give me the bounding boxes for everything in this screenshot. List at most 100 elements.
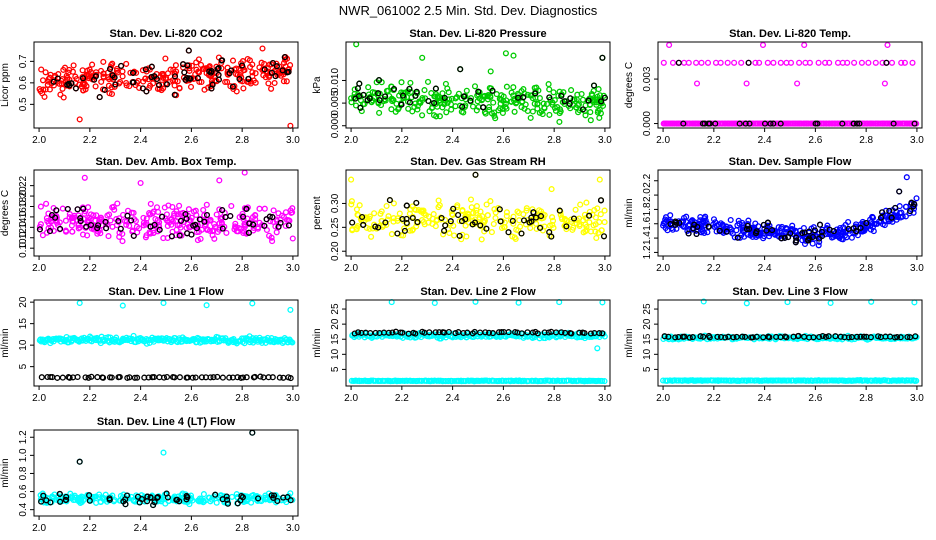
data-point <box>700 333 707 340</box>
data-point-highlight <box>138 496 145 503</box>
data-point-highlight <box>413 199 420 206</box>
y-axis-label: ml/min <box>0 458 11 487</box>
data-point-highlight <box>438 214 445 222</box>
data-point-highlight <box>50 78 57 85</box>
data-point-highlight <box>475 88 482 95</box>
data-point-highlight <box>567 95 574 102</box>
data-point <box>419 95 426 102</box>
data-point-highlight <box>777 120 784 127</box>
data-point-highlight <box>375 77 383 84</box>
data-point <box>36 86 43 93</box>
x-tick-label: 2.4 <box>446 263 460 274</box>
data-point <box>140 214 147 221</box>
x-tick-label: 2.0 <box>32 135 46 146</box>
data-point <box>216 494 223 501</box>
data-point <box>136 84 143 91</box>
data-point <box>105 82 112 89</box>
data-point <box>759 41 767 49</box>
data-point <box>131 374 138 381</box>
data-point <box>577 201 584 208</box>
data-point <box>216 177 223 184</box>
data-point-highlight <box>261 66 268 73</box>
data-point-highlight <box>911 120 918 127</box>
data-point <box>903 174 910 181</box>
data-point-highlight <box>414 219 421 226</box>
data-point <box>778 223 785 230</box>
data-point <box>596 219 603 226</box>
data-point-highlight <box>399 215 406 223</box>
data-point-highlight <box>767 120 774 127</box>
data-point <box>901 59 908 66</box>
data-point <box>455 90 462 97</box>
data-point <box>471 83 479 90</box>
data-point-highlight <box>406 99 413 106</box>
data-point <box>573 96 580 103</box>
data-point <box>270 207 277 214</box>
data-point <box>561 215 568 222</box>
panel-title: Stan. Dev. Line 2 Flow <box>420 286 536 298</box>
data-point <box>681 333 688 340</box>
data-point <box>87 215 94 223</box>
data-point-highlight <box>532 90 539 97</box>
data-point-highlight <box>556 207 563 214</box>
data-point-highlight <box>456 232 463 239</box>
data-point-highlight <box>156 226 163 233</box>
data-point <box>576 222 583 230</box>
data-point <box>410 377 417 384</box>
data-point-highlight <box>883 59 890 66</box>
data-point <box>489 330 496 337</box>
data-point <box>287 375 294 382</box>
data-point-highlight <box>907 208 914 215</box>
data-point-highlight <box>285 222 292 229</box>
data-point-highlight <box>382 219 389 226</box>
data-point <box>388 106 395 113</box>
data-point <box>119 302 126 309</box>
data-point <box>154 217 161 224</box>
data-point <box>81 174 88 181</box>
data-point <box>599 299 606 306</box>
data-point <box>712 219 719 226</box>
data-point <box>722 334 729 341</box>
data-point <box>409 203 416 210</box>
data-point-highlight <box>36 226 43 233</box>
data-point-highlight <box>570 215 578 222</box>
data-point <box>697 333 704 340</box>
data-point <box>869 213 876 221</box>
data-point <box>69 228 76 235</box>
data-point-highlight <box>57 225 64 232</box>
x-tick-label: 2.6 <box>808 263 822 274</box>
x-tick-label: 2.2 <box>395 263 409 274</box>
data-point <box>851 59 858 66</box>
data-point <box>226 374 233 381</box>
data-point <box>888 59 896 66</box>
data-points <box>660 41 920 127</box>
panel-title: Stan. Dev. Li-820 CO2 <box>110 28 223 40</box>
y-tick-label: 0.8 <box>18 466 29 480</box>
data-point-highlight <box>690 225 697 232</box>
data-point <box>385 213 392 220</box>
data-point-highlight <box>676 219 683 226</box>
data-point <box>822 333 829 340</box>
data-point-highlight <box>585 97 592 104</box>
data-point <box>596 114 603 121</box>
data-point <box>269 374 276 381</box>
data-point <box>743 80 750 87</box>
data-point <box>385 329 392 336</box>
x-tick-label: 2.6 <box>808 135 822 146</box>
data-point-highlight <box>177 217 185 224</box>
data-point <box>88 373 95 380</box>
x-tick-label: 2.8 <box>859 393 873 404</box>
data-point <box>390 200 397 207</box>
data-point <box>116 80 123 87</box>
data-point <box>515 299 522 306</box>
data-point-highlight <box>168 233 175 240</box>
data-point-highlight <box>142 66 149 73</box>
data-point <box>203 302 210 309</box>
data-points <box>348 171 608 243</box>
data-point <box>662 214 670 221</box>
y-tick-label: 0.20 <box>330 241 341 261</box>
data-point <box>273 229 280 236</box>
data-point <box>211 220 218 228</box>
data-point <box>390 97 397 104</box>
data-point <box>363 224 370 231</box>
